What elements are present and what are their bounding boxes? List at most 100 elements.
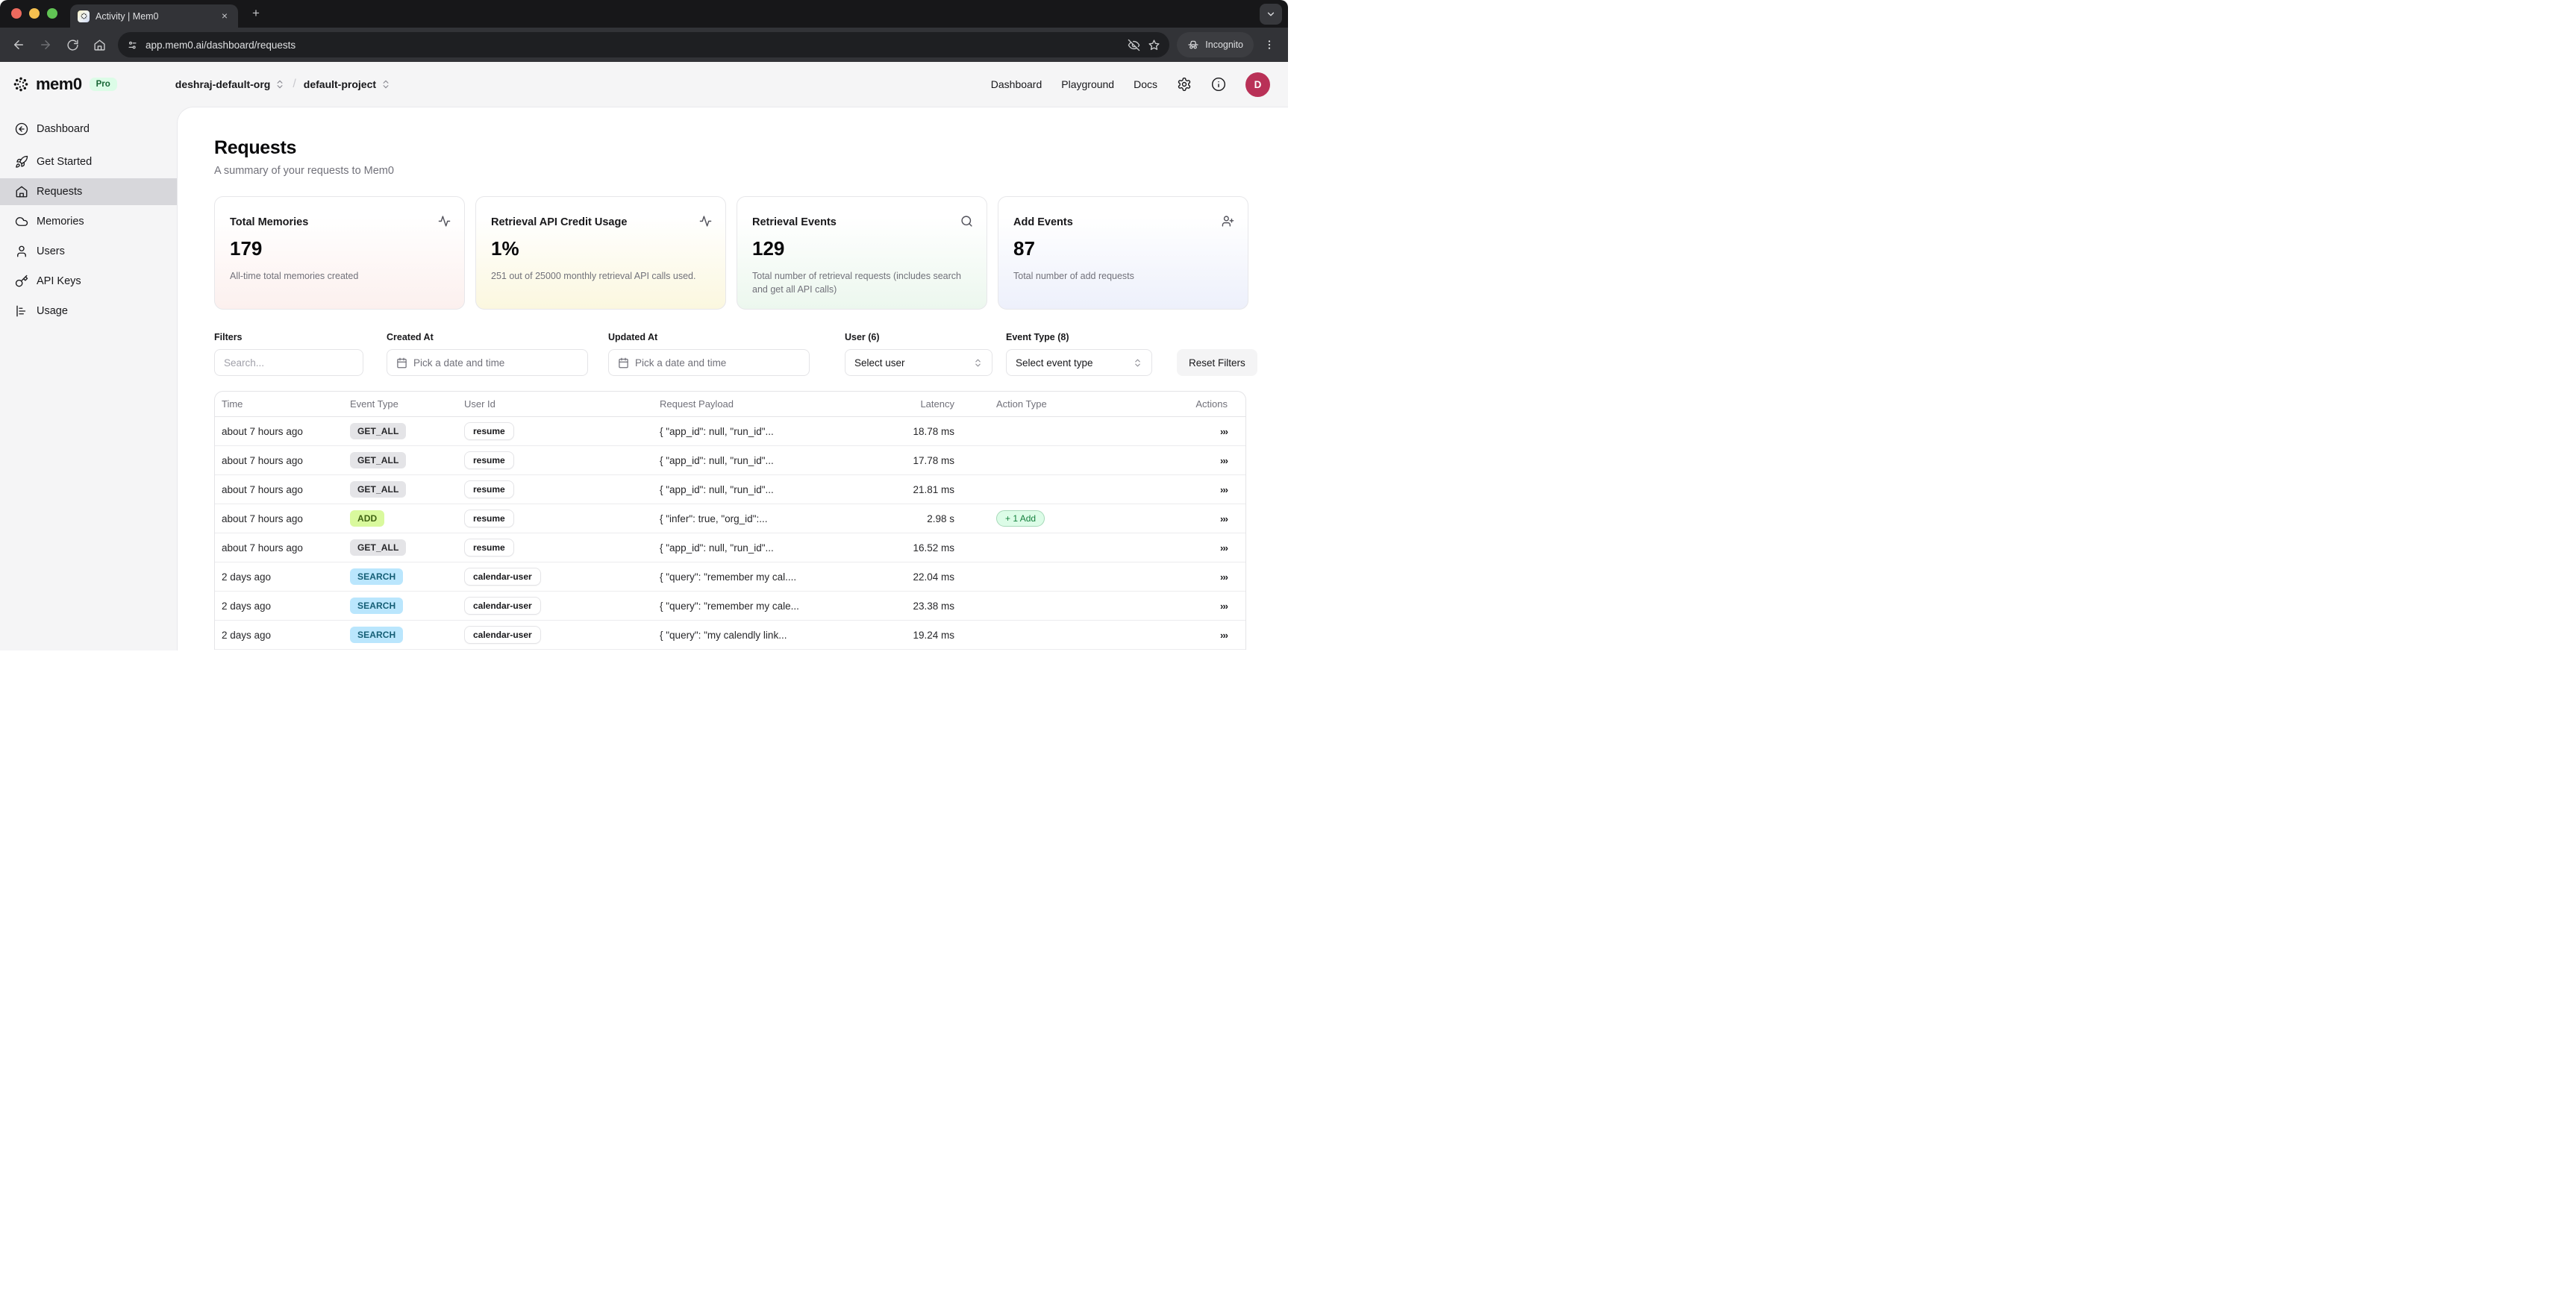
- sidebar-label: Dashboard: [37, 123, 90, 135]
- minimize-window-button[interactable]: [29, 8, 40, 19]
- row-actions-expand-icon[interactable]: ›››: [1220, 600, 1228, 612]
- chevrons-up-down-icon: [1135, 359, 1140, 366]
- nav-dashboard-link[interactable]: Dashboard: [990, 78, 1042, 90]
- forward-icon[interactable]: [34, 34, 57, 56]
- user-id-badge[interactable]: resume: [464, 422, 514, 440]
- reload-icon[interactable]: [61, 34, 84, 56]
- circle-arrow-left-icon: [15, 122, 28, 136]
- card-title: Retrieval API Credit Usage: [491, 216, 628, 228]
- table-row[interactable]: about 7 hours ago GET_ALL resume { "app_id"…: [215, 475, 1245, 504]
- main-content: Requests A summary of your requests to M…: [177, 107, 1288, 650]
- window-chevron-down-icon[interactable]: [1260, 4, 1282, 25]
- row-actions-expand-icon[interactable]: ›››: [1220, 454, 1228, 466]
- cell-actions: ›››: [1166, 513, 1245, 524]
- table-row[interactable]: about 7 hours ago GET_ALL resume { "app_id"…: [215, 446, 1245, 475]
- card-value: 179: [230, 237, 263, 260]
- cell-user-id: resume: [457, 480, 653, 498]
- user-filter-label: User (6): [845, 332, 880, 342]
- sidebar-item-api-keys[interactable]: API Keys: [0, 268, 177, 295]
- address-bar[interactable]: app.mem0.ai/dashboard/requests: [118, 32, 1170, 57]
- cell-latency: 2.98 s: [927, 512, 954, 524]
- sidebar-item-get-started[interactable]: Get Started: [0, 148, 177, 175]
- cell-time: 2 days ago: [222, 600, 272, 612]
- sidebar-label: Users: [37, 245, 65, 257]
- table-row[interactable]: about 7 hours ago ADD resume { "infer": tru…: [215, 504, 1245, 533]
- plan-badge: Pro: [89, 78, 117, 91]
- browser-tab[interactable]: Activity | Mem0 ×: [70, 4, 238, 28]
- column-header-user-id: User Id: [464, 398, 495, 410]
- activity-icon: [699, 216, 712, 227]
- incognito-label: Incognito: [1205, 40, 1243, 50]
- filters-label: Filters: [214, 332, 243, 342]
- cell-actions: ›››: [1166, 571, 1245, 583]
- user-id-badge[interactable]: calendar-user: [464, 568, 541, 586]
- table-row[interactable]: 2 days ago SEARCH calendar-user { "query": …: [215, 592, 1245, 621]
- incognito-icon: [1188, 40, 1198, 49]
- cell-actions: ›››: [1166, 601, 1245, 612]
- sidebar-item-memories[interactable]: Memories: [0, 208, 177, 235]
- info-icon[interactable]: [1211, 77, 1226, 92]
- new-tab-button[interactable]: +: [252, 6, 260, 20]
- user-select[interactable]: Select user: [845, 349, 992, 376]
- incognito-badge: Incognito: [1177, 32, 1254, 57]
- site-settings-icon[interactable]: [127, 40, 138, 51]
- settings-gear-icon[interactable]: [1177, 77, 1192, 92]
- cell-user-id: calendar-user: [457, 626, 653, 644]
- table-row[interactable]: 2 days ago SEARCH calendar-user { "query": …: [215, 621, 1245, 650]
- sidebar-item-dashboard[interactable]: Dashboard: [0, 116, 177, 142]
- tab-close-icon[interactable]: ×: [221, 9, 228, 22]
- table-header-row: Time Event Type User Id Request Payload …: [215, 392, 1245, 417]
- user-icon: [17, 245, 26, 257]
- search-input[interactable]: [224, 357, 354, 369]
- cell-request-payload: { "app_id": null, "run_id"...: [660, 454, 774, 466]
- sidebar-item-usage[interactable]: Usage: [0, 298, 177, 325]
- user-id-badge[interactable]: resume: [464, 539, 514, 557]
- user-id-badge[interactable]: calendar-user: [464, 626, 541, 644]
- event-type-badge: SEARCH: [350, 627, 404, 643]
- card-description: 251 out of 25000 monthly retrieval API c…: [491, 271, 696, 281]
- column-header-request-payload: Request Payload: [660, 398, 734, 410]
- close-window-button[interactable]: [11, 8, 22, 19]
- user-id-badge[interactable]: resume: [464, 480, 514, 498]
- home-nav-icon[interactable]: [88, 34, 110, 56]
- cell-request-payload: { "query": "my calendly link...: [660, 629, 787, 641]
- user-id-badge[interactable]: resume: [464, 451, 514, 469]
- sidebar: Dashboard Get Started Requests Memories …: [0, 107, 177, 650]
- row-actions-expand-icon[interactable]: ›››: [1220, 425, 1228, 437]
- event-type-select-value: Select event type: [1016, 357, 1093, 369]
- cell-latency: 23.38 ms: [913, 600, 954, 612]
- event-type-badge: GET_ALL: [350, 539, 407, 556]
- bookmark-star-icon[interactable]: [1148, 39, 1160, 51]
- org-selector[interactable]: deshraj-default-org: [175, 78, 286, 90]
- sidebar-item-requests[interactable]: Requests: [0, 178, 177, 205]
- user-id-badge[interactable]: calendar-user: [464, 597, 541, 615]
- row-actions-expand-icon[interactable]: ›››: [1220, 512, 1228, 524]
- row-actions-expand-icon[interactable]: ›››: [1220, 483, 1228, 495]
- mem0-logo[interactable]: mem0: [11, 75, 82, 94]
- row-actions-expand-icon[interactable]: ›››: [1220, 629, 1228, 641]
- card-add-events: Add Events 87 Total number of add reques…: [998, 196, 1248, 310]
- maximize-window-button[interactable]: [47, 8, 57, 19]
- nav-docs-link[interactable]: Docs: [1134, 78, 1157, 90]
- event-type-select[interactable]: Select event type: [1006, 349, 1152, 376]
- url-text[interactable]: app.mem0.ai/dashboard/requests: [146, 39, 296, 51]
- created-at-picker[interactable]: Pick a date and time: [387, 349, 588, 376]
- cell-actions: ›››: [1166, 630, 1245, 641]
- project-selector[interactable]: default-project: [304, 78, 391, 90]
- back-icon[interactable]: [7, 34, 30, 56]
- updated-at-picker[interactable]: Pick a date and time: [608, 349, 810, 376]
- nav-playground-link[interactable]: Playground: [1061, 78, 1115, 90]
- browser-menu-kebab-icon[interactable]: [1258, 34, 1281, 56]
- row-actions-expand-icon[interactable]: ›››: [1220, 542, 1228, 554]
- reset-filters-button[interactable]: Reset Filters: [1177, 349, 1257, 376]
- table-row[interactable]: about 7 hours ago GET_ALL resume { "app_id"…: [215, 533, 1245, 562]
- sidebar-item-users[interactable]: Users: [0, 238, 177, 265]
- table-row[interactable]: about 7 hours ago GET_ALL resume { "app_id"…: [215, 417, 1245, 446]
- row-actions-expand-icon[interactable]: ›››: [1220, 571, 1228, 583]
- cell-time: about 7 hours ago: [222, 542, 303, 554]
- user-avatar[interactable]: D: [1245, 72, 1270, 97]
- table-row[interactable]: 2 days ago SEARCH calendar-user { "query": …: [215, 562, 1245, 592]
- user-id-badge[interactable]: resume: [464, 510, 514, 527]
- eye-off-icon[interactable]: [1128, 39, 1140, 51]
- card-total-memories: Total Memories 179 All-time total memori…: [214, 196, 465, 310]
